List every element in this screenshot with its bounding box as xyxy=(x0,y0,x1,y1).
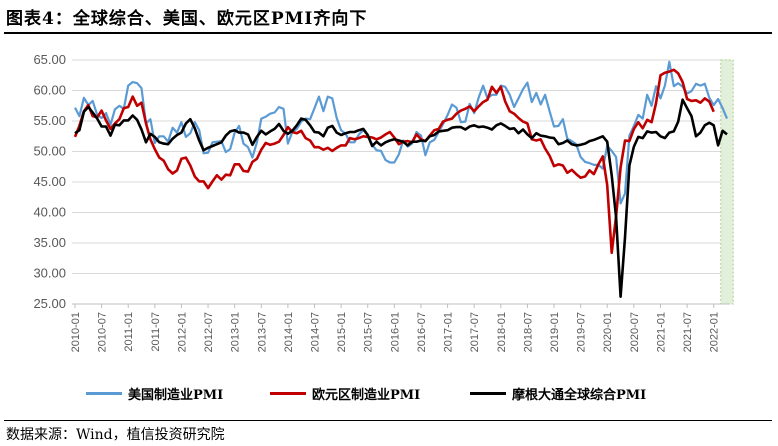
x-axis: 2010-01 2010-07 2011-01 2011-07 2012-01 2012-… xyxy=(70,303,730,352)
x-tick-label: 2018-07 xyxy=(522,312,534,352)
x-tick-label: 2017-01 xyxy=(443,312,455,352)
legend: 美国制造业PMI 欧元区制造业PMI 摩根大通全球综合PMI xyxy=(0,384,778,406)
y-axis: 25.00 30.00 35.00 40.00 45.00 50.00 55.00 60.00… xyxy=(33,52,66,311)
x-tick-label: 2017-07 xyxy=(469,312,481,352)
y-tick-label: 60.00 xyxy=(33,83,66,98)
legend-label-us: 美国制造业PMI xyxy=(128,388,224,403)
legend-label-eurozone: 欧元区制造业PMI xyxy=(312,388,421,403)
y-tick-label: 25.00 xyxy=(33,296,66,311)
y-tick-label: 30.00 xyxy=(33,266,66,281)
x-tick-label: 2015-07 xyxy=(363,312,375,352)
x-tick-label: 2020-01 xyxy=(602,312,614,352)
x-tick-label: 2022-01 xyxy=(709,312,721,352)
x-tick-label: 2011-07 xyxy=(150,312,162,352)
x-tick-label: 2016-01 xyxy=(389,312,401,352)
x-tick-label: 2014-07 xyxy=(310,312,322,352)
pmi-line-chart: 25.00 30.00 35.00 40.00 45.00 50.00 55.00 60.00… xyxy=(33,52,734,352)
x-tick-label: 2016-07 xyxy=(416,312,428,352)
y-tick-label: 45.00 xyxy=(33,174,66,189)
x-tick-label: 2021-07 xyxy=(682,312,694,352)
x-tick-label: 2013-07 xyxy=(256,312,268,352)
x-tick-label: 2018-01 xyxy=(496,312,508,352)
source-note: 数据来源：Wind，植信投资研究院 xyxy=(6,427,225,443)
series-lines xyxy=(73,60,729,298)
legend-label-global: 摩根大通全球综合PMI xyxy=(512,388,647,403)
y-tick-label: 65.00 xyxy=(33,52,66,67)
x-tick-label: 2012-07 xyxy=(203,312,215,352)
x-tick-label: 2012-01 xyxy=(176,312,188,352)
legend-item-eurozone: 欧元区制造业PMI xyxy=(270,384,420,403)
legend-swatch-us xyxy=(86,392,122,395)
y-tick-label: 55.00 xyxy=(33,113,66,128)
gridlines xyxy=(72,59,730,305)
x-tick-label: 2020-07 xyxy=(629,312,641,352)
figure-title: 图表4：全球综合、美国、欧元区PMI齐向下 xyxy=(6,9,368,29)
y-tick-label: 40.00 xyxy=(33,205,66,220)
legend-swatch-global xyxy=(470,392,506,395)
x-tick-label: 2013-01 xyxy=(230,312,242,352)
x-tick-label: 2019-07 xyxy=(576,312,588,352)
x-tick-label: 2019-01 xyxy=(549,312,561,352)
x-tick-label: 2010-07 xyxy=(97,312,109,352)
x-tick-label: 2015-01 xyxy=(336,312,348,352)
x-tick-label: 2011-01 xyxy=(123,312,135,352)
eurozone-pmi-line xyxy=(73,68,715,255)
y-tick-label: 50.00 xyxy=(33,144,66,159)
shaded-region xyxy=(720,59,734,305)
global-composite-pmi-line xyxy=(74,98,728,298)
title-rule xyxy=(4,32,772,34)
legend-item-global: 摩根大通全球综合PMI xyxy=(470,384,646,403)
legend-swatch-eurozone xyxy=(270,392,306,395)
x-tick-label: 2014-01 xyxy=(283,312,295,352)
x-tick-label: 2010-01 xyxy=(70,312,82,352)
x-tick-label: 2021-01 xyxy=(655,312,667,352)
source-rule xyxy=(4,420,772,421)
y-tick-label: 35.00 xyxy=(33,235,66,250)
legend-item-us: 美国制造业PMI xyxy=(86,384,223,403)
